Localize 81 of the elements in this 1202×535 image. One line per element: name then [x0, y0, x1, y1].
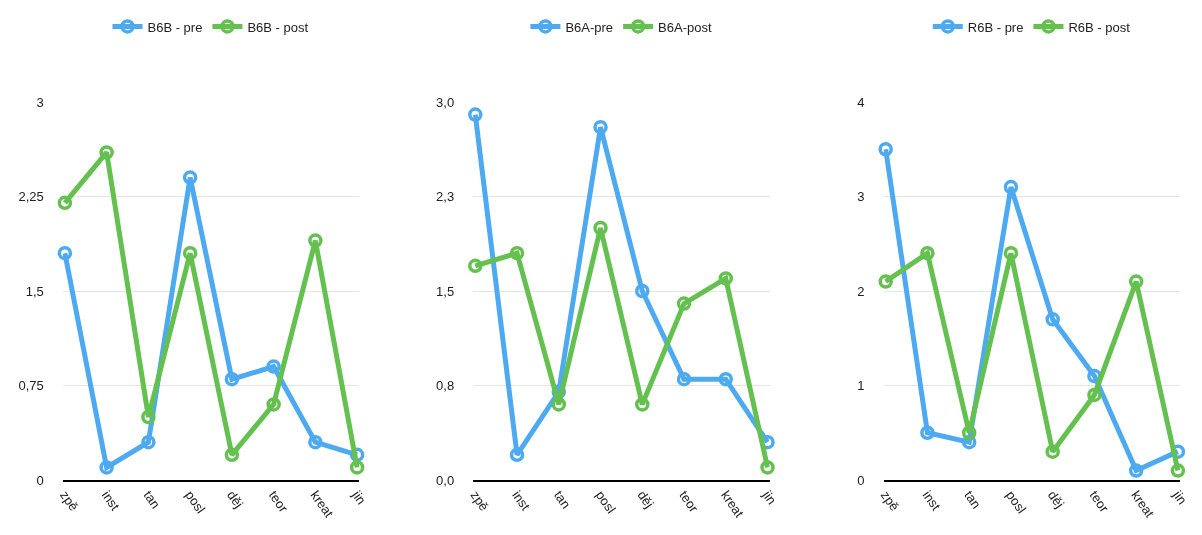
y-tick-label: 1,5	[25, 283, 44, 299]
point	[99, 460, 114, 475]
point	[224, 371, 240, 387]
x-tick-label: děj	[634, 487, 657, 511]
point	[308, 233, 323, 248]
x-tick-label: jin	[1169, 487, 1190, 508]
legend-label: B6A-pre	[565, 19, 614, 35]
x-tick-label: jin	[759, 487, 780, 508]
point	[635, 283, 650, 299]
point	[920, 425, 935, 440]
y-tick-label: 3,0	[436, 94, 455, 110]
x-tick-label: zpě	[467, 487, 492, 514]
point	[1128, 274, 1144, 289]
point	[676, 296, 692, 311]
y-tick-label: 3	[36, 94, 44, 110]
y-tick-label: 0	[857, 472, 865, 488]
y-tick-label: 0,8	[436, 378, 455, 394]
y-tick-label: 0	[36, 472, 44, 488]
x-tick-label: zpě	[877, 487, 903, 514]
legend-label: B6B - pre	[147, 19, 203, 35]
point	[308, 434, 323, 450]
x-tick-label: tan	[961, 487, 985, 512]
point	[878, 274, 893, 289]
x-tick-label: děj	[1044, 487, 1068, 511]
y-tick-label: 3	[857, 189, 865, 205]
x-tick-label: inst	[509, 487, 534, 514]
y-tick-label: 2	[857, 283, 865, 299]
y-tick-label: 4	[857, 94, 865, 110]
x-tick-label: tan	[140, 487, 164, 512]
y-tick-label: 0,0	[436, 472, 455, 488]
legend-label: R6B - pre	[967, 19, 1024, 35]
point	[593, 119, 608, 135]
point	[878, 142, 893, 157]
point	[1128, 463, 1144, 478]
point	[99, 145, 114, 160]
x-tick-label: tan	[551, 487, 574, 512]
point	[141, 434, 156, 450]
point	[224, 447, 240, 463]
x-tick-label: teor	[676, 487, 702, 516]
point	[718, 271, 734, 286]
legend-label: B6B - post	[247, 19, 309, 35]
y-tick-label: 2,25	[18, 189, 44, 205]
y-tick-label: 1,5	[436, 283, 455, 299]
y-tick-label: 1	[857, 378, 865, 394]
legend-label: B6A-post	[658, 19, 712, 35]
point	[593, 220, 608, 236]
x-tick-label: inst	[98, 487, 123, 514]
x-tick-label: inst	[919, 487, 944, 514]
point	[1170, 463, 1186, 478]
point	[141, 409, 156, 425]
point	[1003, 179, 1019, 195]
point	[551, 397, 567, 412]
point	[1045, 444, 1060, 459]
point	[718, 371, 734, 387]
x-tick-label: jin	[348, 487, 370, 508]
x-tick-label: teor	[1086, 487, 1113, 516]
point	[920, 245, 935, 261]
point	[182, 245, 198, 261]
x-tick-label: děj	[224, 487, 247, 511]
y-tick-label: 0,75	[18, 378, 44, 394]
y-tick-label: 2,3	[436, 189, 455, 205]
point	[1045, 312, 1060, 327]
point	[1003, 245, 1019, 261]
point	[1087, 387, 1102, 403]
x-tick-label: zpě	[57, 487, 82, 514]
point	[349, 460, 365, 475]
point	[635, 397, 650, 412]
x-tick-label: teor	[265, 487, 292, 516]
point	[760, 460, 775, 475]
point	[468, 107, 483, 122]
point	[468, 258, 483, 274]
legend-label: R6B - post	[1068, 19, 1131, 35]
point	[57, 195, 73, 211]
point	[266, 397, 281, 412]
point	[961, 425, 977, 440]
point	[676, 371, 692, 387]
point	[182, 170, 198, 185]
point	[266, 359, 281, 374]
point	[509, 245, 525, 261]
point	[57, 245, 73, 261]
point	[509, 447, 525, 463]
